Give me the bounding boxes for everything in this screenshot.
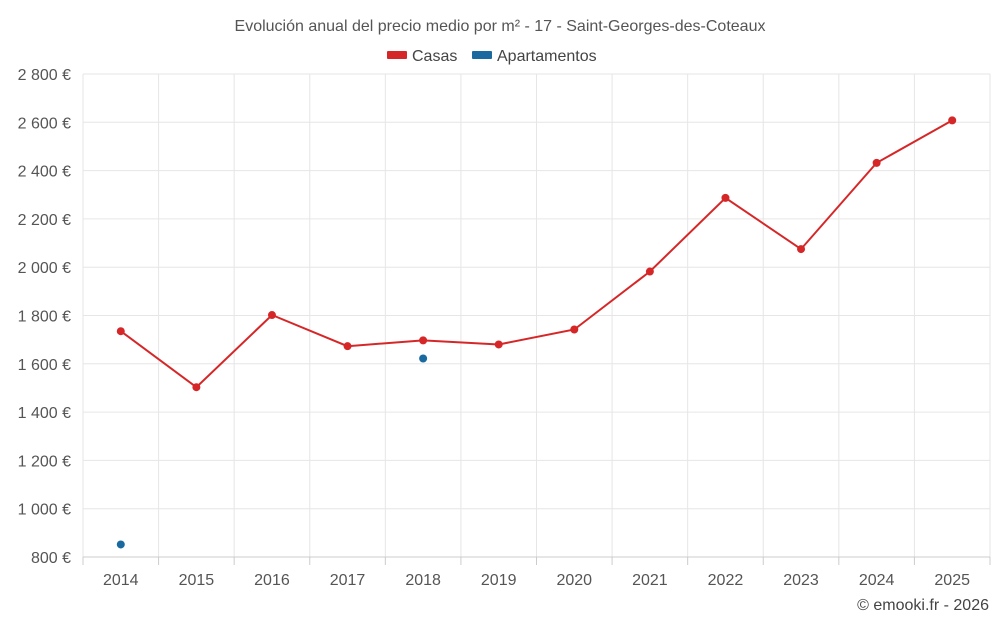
y-tick-label: 1 400 € (18, 405, 71, 422)
x-axis-ticks: 2014 2015 2016 2017 2018 2019 2020 2021 2022 2023… (103, 572, 970, 589)
data-point-casas[interactable] (570, 325, 579, 334)
chart-title: Evolución anual del precio medio por m² … (235, 18, 766, 35)
legend-item-apartamentos[interactable]: Apartamentos (472, 48, 597, 65)
data-point-casas[interactable] (419, 336, 428, 345)
x-tick-label: 2021 (632, 572, 668, 589)
series-line-casas (120, 119, 953, 389)
x-tick-label: 2024 (859, 572, 895, 589)
data-point-apartamentos[interactable] (116, 540, 125, 549)
y-tick-label: 1 200 € (18, 453, 71, 470)
y-tick-label: 1 600 € (18, 357, 71, 374)
data-point-casas[interactable] (872, 158, 881, 167)
y-axis-ticks: 800 € 1 000 € 1 200 € 1 400 € 1 600 € 1 800 €… (18, 67, 71, 567)
y-tick-label: 2 800 € (18, 67, 71, 84)
x-tick-label: 2020 (556, 572, 592, 589)
x-tick-label: 2015 (179, 572, 215, 589)
x-tick-label: 2023 (783, 572, 819, 589)
y-tick-label: 2 600 € (18, 115, 71, 132)
legend-label-casas: Casas (412, 48, 457, 65)
axes (82, 556, 991, 565)
legend-swatch-apartamentos (472, 51, 492, 59)
data-point-casas[interactable] (267, 311, 276, 320)
y-tick-label: 2 200 € (18, 212, 71, 229)
x-tick-label: 2019 (481, 572, 517, 589)
y-tick-label: 2 400 € (18, 164, 71, 181)
legend-label-apartamentos: Apartamentos (497, 48, 597, 65)
y-tick-label: 800 € (31, 550, 71, 567)
x-tick-label: 2016 (254, 572, 290, 589)
y-tick-label: 2 000 € (18, 260, 71, 277)
x-tick-label: 2022 (708, 572, 744, 589)
data-point-casas[interactable] (116, 327, 125, 336)
legend-swatch-casas (387, 51, 407, 59)
x-tick-label: 2014 (103, 572, 139, 589)
legend-item-casas[interactable]: Casas (387, 48, 457, 65)
y-tick-label: 1 800 € (18, 309, 71, 326)
data-point-casas[interactable] (721, 193, 730, 202)
y-tick-label: 1 000 € (18, 502, 71, 519)
data-point-casas[interactable] (494, 340, 503, 349)
x-tick-label: 2018 (405, 572, 441, 589)
data-point-casas[interactable] (948, 116, 957, 125)
x-tick-label: 2025 (934, 572, 970, 589)
data-point-casas[interactable] (343, 342, 352, 351)
data-point-casas[interactable] (645, 267, 654, 276)
data-point-casas[interactable] (192, 383, 201, 392)
data-point-casas[interactable] (797, 245, 806, 254)
series (116, 116, 957, 549)
x-tick-label: 2017 (330, 572, 366, 589)
credit: © emooki.fr - 2026 (857, 597, 989, 614)
legend: Casas Apartamentos (387, 48, 597, 65)
grid (82, 73, 991, 557)
data-point-apartamentos[interactable] (419, 354, 428, 363)
